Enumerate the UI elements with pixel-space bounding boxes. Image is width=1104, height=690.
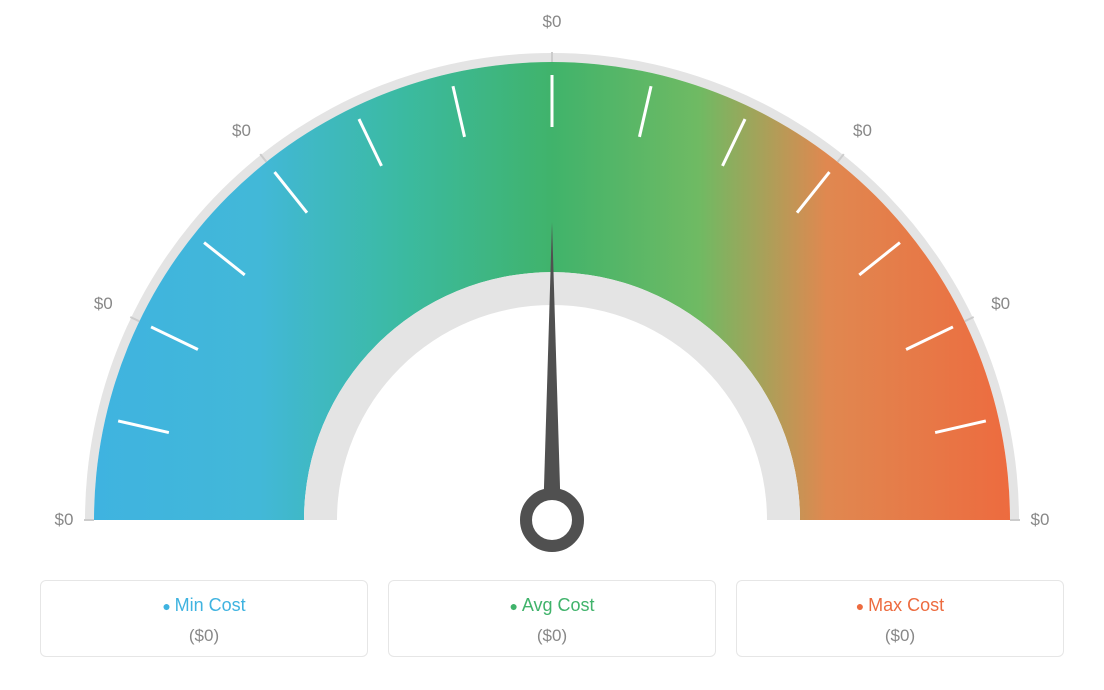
gauge-needle-hub: [526, 494, 578, 546]
legend-avg-value: ($0): [397, 626, 707, 646]
legend-min-value: ($0): [49, 626, 359, 646]
legend-min-label: Min Cost: [162, 595, 245, 616]
gauge-tick-label: $0: [55, 510, 74, 530]
gauge-tick-label: $0: [543, 12, 562, 32]
gauge-tick-label: $0: [94, 294, 113, 314]
legend-min-card: Min Cost ($0): [40, 580, 368, 657]
gauge-tick-label: $0: [232, 121, 251, 141]
legend-max-card: Max Cost ($0): [736, 580, 1064, 657]
legend-avg-label: Avg Cost: [509, 595, 594, 616]
gauge-tick-label: $0: [853, 121, 872, 141]
legend-row: Min Cost ($0) Avg Cost ($0) Max Cost ($0…: [40, 580, 1064, 657]
gauge-tick-label: $0: [1031, 510, 1050, 530]
legend-max-value: ($0): [745, 626, 1055, 646]
gauge-tick-label: $0: [991, 294, 1010, 314]
gauge-area: $0 $0 $0 $0 $0 $0 $0: [0, 0, 1104, 560]
gauge-svg: [0, 0, 1104, 560]
legend-max-label: Max Cost: [856, 595, 944, 616]
chart-container: $0 $0 $0 $0 $0 $0 $0 Min Cost ($0) Avg Cost ($…: [0, 0, 1104, 690]
legend-avg-card: Avg Cost ($0): [388, 580, 716, 657]
